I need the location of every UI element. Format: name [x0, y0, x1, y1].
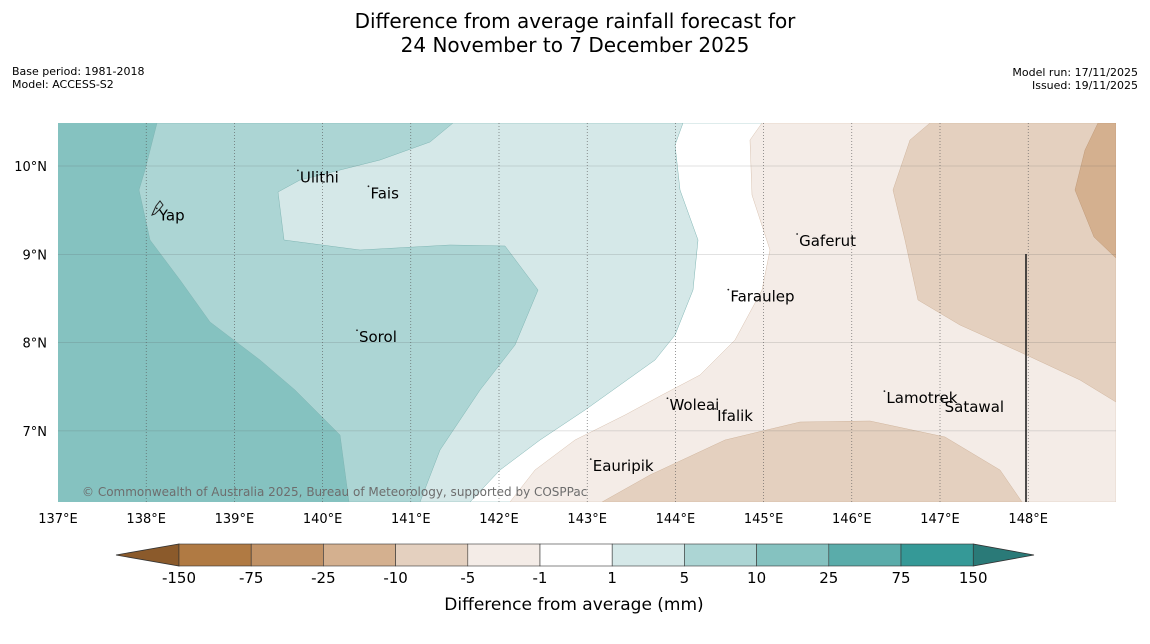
colorbar-tick-label: -10: [383, 569, 408, 587]
graticule: [58, 123, 1116, 502]
place-label: Faraulep: [730, 288, 794, 306]
yap-island-shape: [151, 200, 164, 216]
place-marker: [589, 458, 592, 461]
colorbar-label: Difference from average (mm): [444, 595, 703, 615]
place-label: Satawal: [945, 398, 1004, 416]
lon-tick-label: 137°E: [38, 512, 78, 527]
lat-tick-label: 9°N: [23, 248, 48, 263]
place-label: Eauripik: [593, 457, 654, 475]
colorbar-tick-label: 1: [607, 569, 617, 587]
place-marker: [367, 185, 370, 188]
longitude-ticks: 137°E 138°E 139°E 140°E 141°E 142°E 143°E 144°E…: [38, 512, 1048, 527]
lon-tick-label: 145°E: [744, 512, 784, 527]
colorbar-segment: [539, 543, 613, 567]
region-minus10-to-minus5-east: [892, 123, 1116, 403]
colorbar-segment: [395, 543, 469, 567]
model-text: Model: ACCESS-S2: [12, 78, 114, 91]
place-labels: Yap Ulithi Fais Gaferut Faraulep Sorol WoleaiI…: [155, 168, 1004, 475]
place-label: Yap: [158, 206, 185, 224]
lon-tick-label: 147°E: [920, 512, 960, 527]
colorbar-segment: [756, 543, 830, 567]
colorbar-tick-label: 5: [680, 569, 690, 587]
place-label: Woleai: [669, 396, 719, 414]
colorbar-tick-label: -75: [239, 569, 264, 587]
colorbar-segment: [900, 543, 974, 567]
place-marker: [714, 407, 716, 410]
colorbar-over-arrow: [972, 543, 1035, 567]
place-marker: [796, 233, 799, 235]
colorbar-segment: [684, 543, 757, 567]
place-label: Fais: [370, 184, 399, 202]
place-marker: [155, 207, 158, 210]
map-area: Yap Ulithi Fais Gaferut Faraulep Sorol WoleaiI…: [58, 123, 1116, 502]
title-line-2: 24 November to 7 December 2025: [400, 33, 750, 57]
lat-tick-label: 8°N: [23, 337, 48, 352]
info-right: Model run: 17/11/2025 Issued: 19/11/2025: [1012, 66, 1138, 92]
place-label: Ulithi: [300, 168, 339, 186]
colorbar-segment: [323, 543, 396, 567]
latitude-ticks: 10°N 9°N 8°N 7°N: [14, 160, 47, 440]
colorbar-tick-label: -1: [533, 569, 548, 587]
lon-tick-label: 139°E: [215, 512, 255, 527]
colorbar-segment: [250, 543, 324, 567]
place-marker: [297, 169, 299, 172]
chart-title: Difference from average rainfall forecas…: [0, 9, 1150, 57]
place-marker: [356, 329, 358, 332]
colorbar-tick-label: -25: [311, 569, 336, 587]
place-marker: [941, 399, 944, 401]
lon-tick-label: 140°E: [303, 512, 343, 527]
place-marker: [883, 390, 886, 393]
colorbar-segment: [828, 543, 902, 567]
colorbar: -150 -75 -25 -10 -5 -1 1 5 10 25 75 150: [115, 543, 1035, 587]
region-minus10-to-minus5-south: [601, 420, 1023, 502]
region-minus25-to-minus10: [1074, 123, 1116, 259]
copyright-text: © Commonwealth of Australia 2025, Bureau…: [82, 485, 587, 499]
colorbar-tick-label: 150: [959, 569, 988, 587]
lon-tick-label: 142°E: [479, 512, 519, 527]
lon-tick-label: 141°E: [391, 512, 431, 527]
info-left: Base period: 1981-2018 Model: ACCESS-S2: [12, 65, 144, 91]
base-period-text: Base period: 1981-2018: [12, 65, 145, 78]
title-line-1: Difference from average rainfall forecas…: [354, 9, 796, 33]
place-label: Sorol: [359, 328, 397, 346]
colorbar-tick-label: -150: [162, 569, 196, 587]
colorbar-under-arrow: [115, 543, 180, 567]
lat-tick-label: 7°N: [23, 425, 48, 440]
colorbar-tick-label: 75: [891, 569, 910, 587]
lon-tick-label: 146°E: [832, 512, 872, 527]
place-marker: [727, 288, 730, 291]
model-run-text: Model run: 17/11/2025: [1012, 66, 1138, 79]
lon-tick-label: 144°E: [656, 512, 696, 527]
colorbar-tick-label: 10: [747, 569, 766, 587]
issued-text: Issued: 19/11/2025: [1031, 79, 1138, 92]
colorbar-segment: [178, 543, 252, 567]
lon-tick-label: 143°E: [567, 512, 607, 527]
place-label: Lamotrek: [886, 389, 957, 407]
colorbar-segment: [467, 543, 541, 567]
lat-tick-label: 10°N: [14, 160, 47, 175]
colorbar-tick-label: -5: [460, 569, 475, 587]
place-marker: [666, 397, 669, 400]
colorbar-tick-label: 25: [819, 569, 838, 587]
place-label: Ifalik: [717, 407, 753, 425]
colorbar-segment: [611, 543, 685, 567]
place-label: Gaferut: [799, 232, 856, 250]
lon-tick-label: 138°E: [126, 512, 166, 527]
lon-tick-label: 148°E: [1008, 512, 1048, 527]
